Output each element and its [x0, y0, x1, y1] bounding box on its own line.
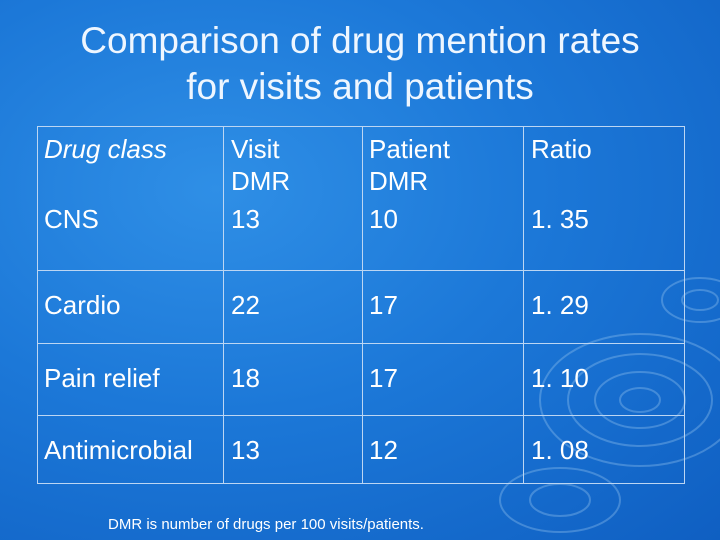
header-ratio: Ratio [531, 134, 592, 164]
header-visit-dmr-line2: DMR [231, 166, 291, 196]
table-row: Cardio 22 17 1. 29 [38, 271, 684, 344]
cell-drug-class: Antimicrobial [44, 435, 193, 465]
header-patient-dmr-line1: Patient [369, 134, 450, 164]
cell-patient-dmr: 10 [369, 204, 398, 234]
table-row: Pain relief 18 17 1. 10 [38, 344, 684, 416]
table-row: CNS 13 10 1. 35 [38, 197, 684, 271]
table-header-row: Drug class Visit DMR Patient DMR Ratio [38, 127, 684, 197]
cell-drug-class: CNS [44, 204, 99, 234]
cell-drug-class: Cardio [44, 290, 121, 320]
page-title: Comparison of drug mention rates for vis… [0, 18, 720, 110]
column-divider [523, 127, 524, 483]
cell-ratio: 1. 35 [531, 204, 589, 234]
header-patient-dmr-line2: DMR [369, 166, 429, 196]
header-patient-dmr: Patient DMR [369, 133, 450, 197]
column-divider [362, 127, 363, 483]
header-visit-dmr: Visit DMR [231, 133, 290, 197]
cell-patient-dmr: 17 [369, 363, 398, 393]
table-row: Antimicrobial 13 12 1. 08 [38, 416, 684, 484]
title-line-2: for visits and patients [186, 66, 534, 107]
cell-patient-dmr: 12 [369, 435, 398, 465]
cell-visit-dmr: 13 [231, 204, 260, 234]
title-line-1: Comparison of drug mention rates [80, 20, 640, 61]
drug-mention-table: Drug class Visit DMR Patient DMR Ratio C… [37, 126, 685, 484]
cell-drug-class: Pain relief [44, 363, 160, 393]
cell-ratio: 1. 29 [531, 290, 589, 320]
header-drug-class: Drug class [44, 134, 167, 164]
cell-patient-dmr: 17 [369, 290, 398, 320]
header-visit-dmr-line1: Visit [231, 134, 280, 164]
column-divider [223, 127, 224, 483]
cell-visit-dmr: 22 [231, 290, 260, 320]
footnote: DMR is number of drugs per 100 visits/pa… [108, 516, 424, 533]
cell-ratio: 1. 10 [531, 363, 589, 393]
cell-visit-dmr: 13 [231, 435, 260, 465]
cell-visit-dmr: 18 [231, 363, 260, 393]
cell-ratio: 1. 08 [531, 435, 589, 465]
